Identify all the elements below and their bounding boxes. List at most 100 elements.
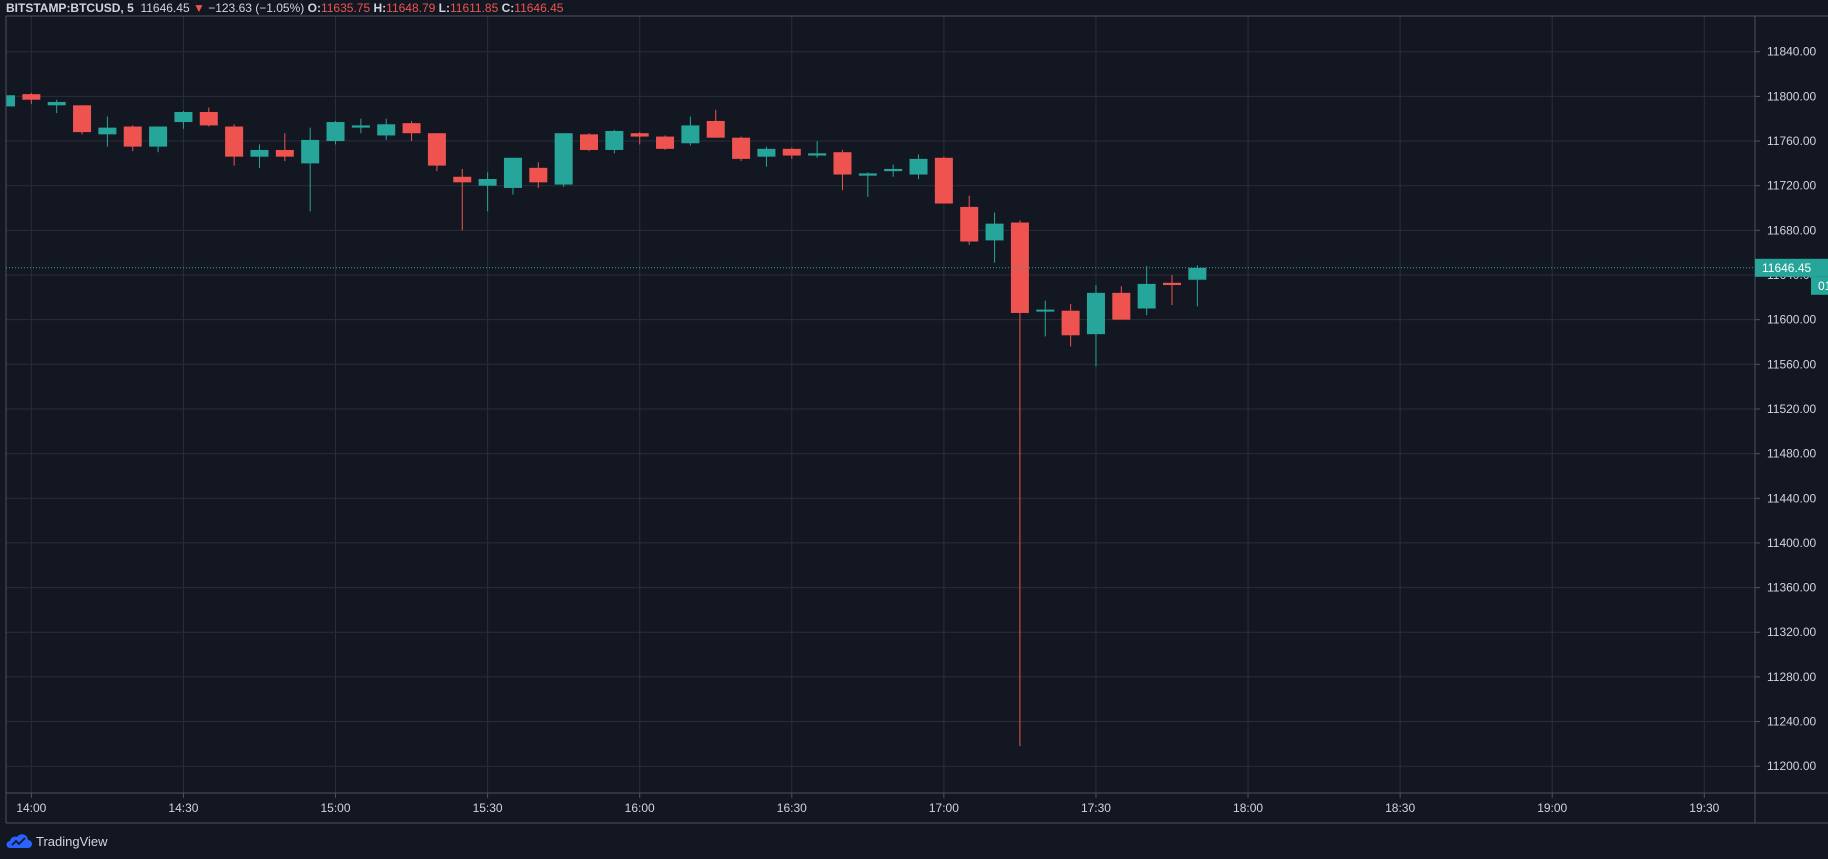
candle-up [149, 126, 168, 153]
candle-body [326, 122, 345, 142]
symbol-label: BITSTAMP:BTCUSD, 5 [6, 1, 134, 15]
y-tick-label: 11200.00 [1767, 759, 1816, 773]
candle-down [225, 124, 244, 166]
x-tick-label: 18:00 [1233, 801, 1263, 815]
chart-grid [6, 16, 1755, 793]
x-tick-label: 16:30 [777, 801, 807, 815]
candle-body [580, 134, 598, 150]
tradingview-text: TradingView [36, 833, 108, 849]
candles [5, 93, 1207, 747]
candle-body [377, 124, 396, 136]
candle-body [301, 139, 320, 164]
candle-down [1112, 286, 1131, 320]
candle-up [757, 146, 776, 167]
y-tick-label: 11560.00 [1767, 357, 1816, 371]
candle-body [1010, 222, 1029, 313]
close-label: C: [501, 1, 515, 15]
x-tick-label: 19:00 [1537, 801, 1567, 815]
candle-body [6, 95, 15, 107]
candle-down [630, 132, 649, 145]
candle-up [605, 129, 624, 154]
candle-down [22, 93, 41, 105]
price-change: −123.63 (−1.05%) [208, 1, 305, 15]
candle-body [732, 137, 751, 159]
candle-body [858, 173, 877, 176]
candle-up [909, 154, 928, 179]
tradingview-cloud-icon [6, 834, 32, 848]
candle-body [1061, 310, 1080, 336]
candle-down [529, 162, 548, 188]
candle-body [503, 157, 522, 188]
chart-frame [5, 15, 1828, 824]
candle-body [934, 157, 953, 204]
candle-up [858, 172, 877, 197]
candle-body [427, 133, 446, 166]
candle-up [351, 118, 370, 134]
candle-up [1188, 265, 1207, 307]
candle-body [1188, 267, 1207, 280]
candle-up [5, 94, 15, 109]
candle-body [478, 178, 497, 186]
x-tick-label: 16:00 [625, 801, 655, 815]
candle-up [1036, 300, 1055, 337]
y-tick-label: 11520.00 [1767, 402, 1816, 416]
candle-down [656, 135, 675, 150]
y-tick-label: 11320.00 [1767, 625, 1816, 639]
candle-body [98, 127, 117, 135]
candle-body [1036, 309, 1055, 312]
candle-body [985, 223, 1004, 241]
countdown-tag-text: 01:34 [1818, 279, 1828, 293]
candle-up [326, 120, 345, 145]
candle-body [47, 101, 66, 106]
candle-down [732, 136, 751, 162]
candle-up [985, 212, 1004, 263]
last-price-tag-text: 11646.45 [1762, 261, 1811, 275]
candle-body [22, 94, 41, 100]
candle-down [453, 168, 472, 231]
candle-body [453, 176, 472, 183]
y-tick-label: 11720.00 [1767, 179, 1816, 193]
last-price-badge: 11646.45 01:34 [6, 258, 1828, 295]
chart-legend: BITSTAMP:BTCUSD, 5 11646.45 ▼ −123.63 (−… [6, 0, 563, 16]
y-tick-label: 11480.00 [1767, 447, 1816, 461]
x-tick-label: 17:30 [1081, 801, 1111, 815]
candle-up [808, 141, 827, 158]
candle-body [884, 168, 903, 172]
candle-body [275, 149, 294, 157]
candle-body [174, 112, 193, 123]
last-price: 11646.45 [140, 1, 190, 15]
x-tick-label: 15:30 [473, 801, 503, 815]
candle-up [503, 157, 522, 195]
candle-down [73, 105, 92, 135]
candle-up [98, 116, 117, 147]
x-tick-label: 14:30 [168, 801, 198, 815]
candle-body [1137, 283, 1156, 309]
x-tick-label: 15:00 [321, 801, 351, 815]
y-tick-label: 11360.00 [1767, 581, 1816, 595]
tradingview-logo[interactable]: TradingView [6, 832, 108, 850]
candle-up [884, 164, 903, 177]
candle-up [1137, 266, 1156, 316]
high-label: H: [373, 1, 387, 15]
candle-down [402, 120, 421, 142]
candle-down [199, 107, 218, 127]
candle-body [656, 136, 675, 149]
candle-up [681, 116, 700, 146]
candle-down [782, 147, 801, 159]
x-tick-label: 17:00 [929, 801, 959, 815]
candle-down [275, 133, 294, 162]
candle-body [782, 148, 801, 156]
open-value: 11635.75 [320, 1, 371, 15]
candle-down [1010, 220, 1029, 747]
x-tick-label: 19:30 [1689, 801, 1719, 815]
candle-body [630, 133, 649, 137]
low-label: L: [438, 1, 450, 15]
price-axis: 11200.00 11240.00 11280.00 11320.00 11360.00… [1755, 45, 1816, 773]
candle-down [934, 156, 953, 204]
close-value: 11646.45 [514, 1, 564, 15]
candle-body [681, 125, 700, 144]
high-value: 11648.79 [386, 1, 436, 15]
candle-body [833, 152, 852, 175]
candle-down [706, 109, 725, 138]
